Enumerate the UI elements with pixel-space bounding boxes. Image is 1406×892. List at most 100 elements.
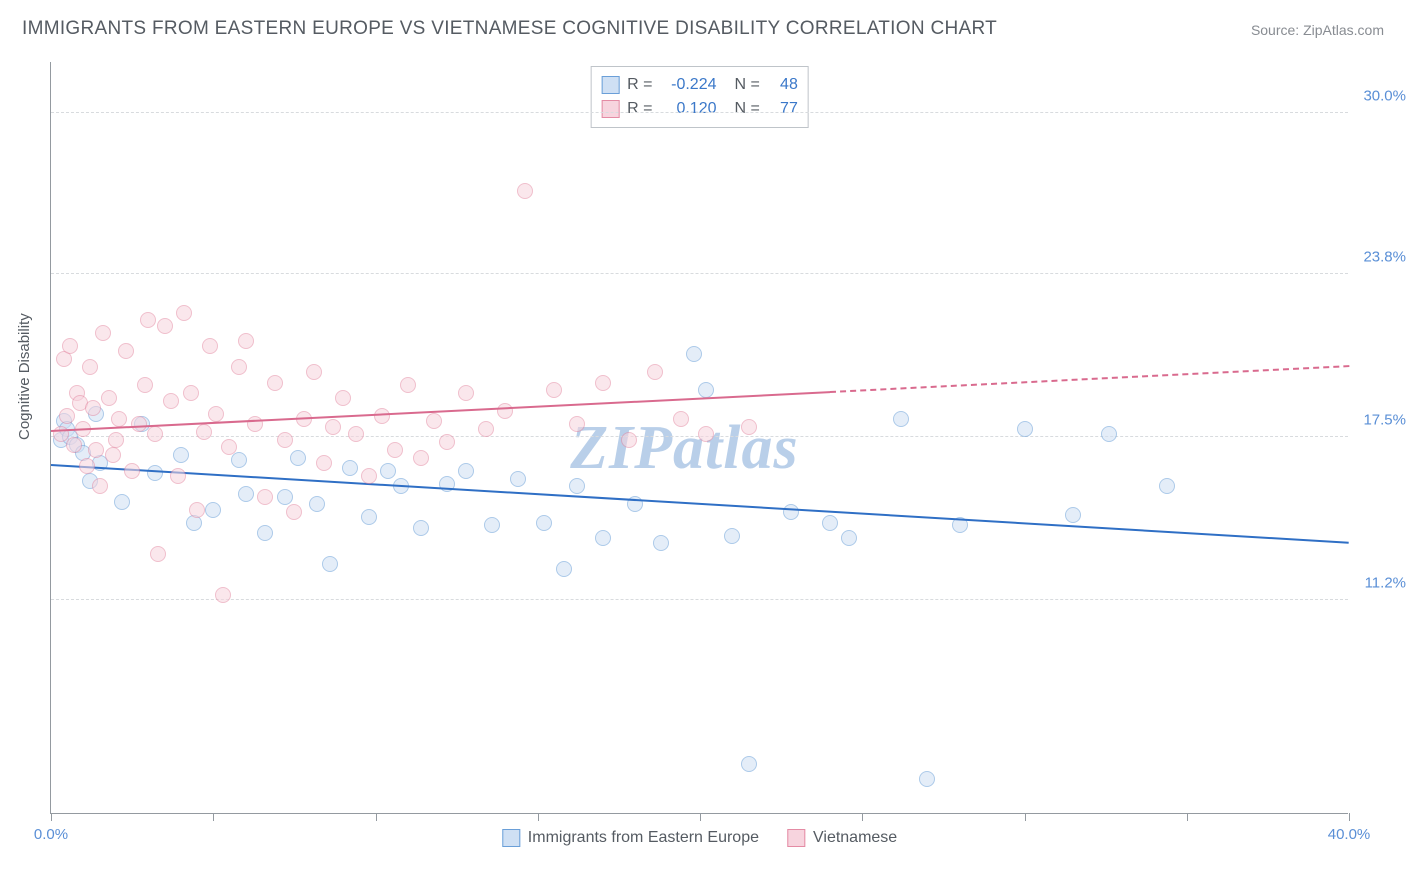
gridline: [51, 599, 1348, 600]
y-tick-label: 17.5%: [1363, 412, 1406, 429]
scatter-point: [238, 486, 254, 502]
scatter-point: [536, 515, 552, 531]
scatter-point: [458, 463, 474, 479]
scatter-point: [79, 458, 95, 474]
scatter-point: [101, 390, 117, 406]
y-tick-label: 30.0%: [1363, 87, 1406, 104]
scatter-point: [361, 468, 377, 484]
scatter-point: [374, 408, 390, 424]
legend-swatch-icon: [601, 100, 619, 118]
scatter-point: [1101, 426, 1117, 442]
scatter-point: [267, 375, 283, 391]
x-tick: [700, 813, 701, 821]
scatter-point: [686, 346, 702, 362]
scatter-point: [413, 450, 429, 466]
legend-swatch-icon: [601, 76, 619, 94]
x-tick: [862, 813, 863, 821]
scatter-point: [137, 377, 153, 393]
scatter-point: [841, 530, 857, 546]
legend-swatch-icon: [787, 829, 805, 847]
gridline: [51, 273, 1348, 274]
scatter-point: [510, 471, 526, 487]
scatter-point: [108, 432, 124, 448]
scatter-point: [247, 416, 263, 432]
scatter-point: [208, 406, 224, 422]
scatter-point: [157, 318, 173, 334]
scatter-point: [484, 517, 500, 533]
scatter-point: [387, 442, 403, 458]
scatter-point: [196, 424, 212, 440]
scatter-point: [698, 382, 714, 398]
scatter-point: [140, 312, 156, 328]
scatter-point: [621, 432, 637, 448]
legend-r-label: R =: [627, 76, 652, 94]
legend-n-value: 77: [768, 100, 798, 118]
scatter-point: [893, 411, 909, 427]
scatter-point: [114, 494, 130, 510]
scatter-point: [595, 375, 611, 391]
scatter-point: [277, 432, 293, 448]
scatter-point: [653, 535, 669, 551]
scatter-point: [673, 411, 689, 427]
scatter-point: [147, 465, 163, 481]
scatter-point: [478, 421, 494, 437]
legend-swatch-icon: [502, 829, 520, 847]
scatter-point: [105, 447, 121, 463]
scatter-point: [221, 439, 237, 455]
legend-n-label: N =: [735, 76, 760, 94]
legend-n-value: 48: [768, 76, 798, 94]
scatter-point: [497, 403, 513, 419]
x-tick: [1025, 813, 1026, 821]
scatter-point: [361, 509, 377, 525]
legend-n-label: N =: [735, 100, 760, 118]
scatter-point: [163, 393, 179, 409]
scatter-point: [257, 489, 273, 505]
source-label: Source: ZipAtlas.com: [1251, 22, 1384, 38]
scatter-point: [231, 452, 247, 468]
bottom-legend: Immigrants from Eastern Europe Vietnames…: [502, 829, 897, 847]
scatter-point: [59, 408, 75, 424]
y-axis-label: Cognitive Disability: [16, 313, 33, 440]
scatter-point: [150, 546, 166, 562]
scatter-point: [85, 400, 101, 416]
scatter-point: [88, 442, 104, 458]
scatter-point: [335, 390, 351, 406]
scatter-point: [95, 325, 111, 341]
stat-legend-row: R = 0.120 N = 77: [601, 97, 798, 121]
scatter-point: [290, 450, 306, 466]
x-tick: [51, 813, 52, 821]
scatter-point: [1065, 507, 1081, 523]
chart-title: IMMIGRANTS FROM EASTERN EUROPE VS VIETNA…: [22, 18, 997, 40]
scatter-point: [202, 338, 218, 354]
legend-item: Vietnamese: [787, 829, 897, 847]
scatter-point: [342, 460, 358, 476]
scatter-point: [147, 426, 163, 442]
legend-r-label: R =: [627, 100, 652, 118]
legend-r-value: -0.224: [661, 76, 717, 94]
scatter-point: [517, 183, 533, 199]
trend-line: [51, 464, 1349, 544]
scatter-point: [62, 338, 78, 354]
scatter-point: [325, 419, 341, 435]
scatter-point: [66, 437, 82, 453]
scatter-point: [380, 463, 396, 479]
scatter-point: [595, 530, 611, 546]
legend-label: Immigrants from Eastern Europe: [528, 829, 759, 847]
scatter-point: [1159, 478, 1175, 494]
scatter-point: [783, 504, 799, 520]
scatter-point: [724, 528, 740, 544]
plot-area: ZIPatlas R = -0.224 N = 48 R = 0.120 N =…: [50, 62, 1348, 814]
scatter-point: [286, 504, 302, 520]
scatter-point: [348, 426, 364, 442]
scatter-point: [124, 463, 140, 479]
scatter-point: [400, 377, 416, 393]
scatter-point: [309, 496, 325, 512]
legend-r-value: 0.120: [661, 100, 717, 118]
gridline: [51, 112, 1348, 113]
scatter-point: [173, 447, 189, 463]
scatter-point: [170, 468, 186, 484]
x-tick: [1187, 813, 1188, 821]
x-tick-label: 0.0%: [34, 826, 68, 843]
legend-item: Immigrants from Eastern Europe: [502, 829, 759, 847]
scatter-point: [238, 333, 254, 349]
